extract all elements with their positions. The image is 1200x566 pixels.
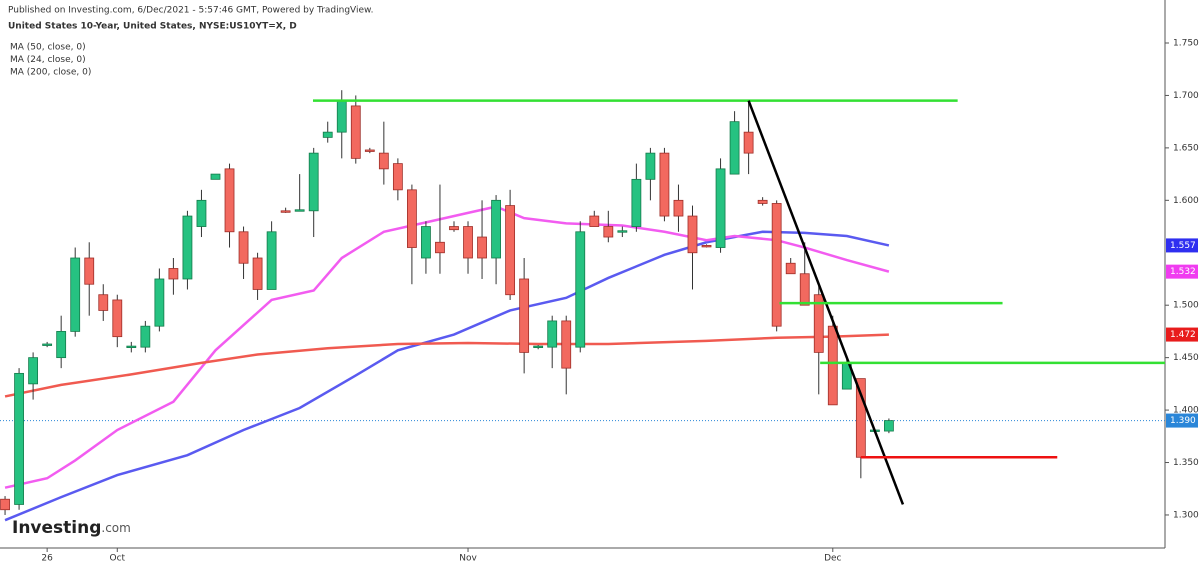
candle-body [785,262,796,275]
candle-body [771,203,782,327]
candle-body [617,230,628,233]
y-tick-label: 1.600 [1173,196,1199,206]
candle-body [196,199,207,227]
candle-body [84,257,95,285]
candle-body [603,226,614,238]
price-label-bg [1166,264,1198,279]
ma-line [4,230,890,522]
published-note: Published on Investing.com, 6/Dec/2021 -… [8,6,373,16]
y-tick-label: 1.750 [1173,39,1199,49]
y-tick-label: 1.350 [1173,458,1199,468]
candle-body [575,231,586,348]
candle-body [98,294,109,311]
candle-body [631,178,642,227]
logo-suffix: .com [101,521,130,535]
y-tick-label: 1.300 [1173,510,1199,520]
candle-body [645,152,656,180]
chart-title: United States 10-Year, United States, NY… [8,22,297,32]
candle-body [0,498,10,511]
candle-body [561,320,572,369]
candle-body [533,345,544,349]
price-label: 1.557 [1170,241,1196,251]
y-tick-label: 1.400 [1173,406,1199,416]
candle-body [154,278,165,327]
price-label: 1.472 [1170,330,1196,340]
x-tick-label: Dec [824,554,841,564]
candle-body [252,257,263,290]
y-tick-label: 1.450 [1173,353,1199,363]
candle-body [435,241,445,254]
candle-body [392,163,403,191]
y-tick-label: 1.700 [1173,91,1199,101]
candle-body [729,121,740,175]
candle-body [407,189,417,248]
candle-body [659,152,670,217]
candle-body [505,205,516,296]
candle-body [701,245,712,248]
candle-body [743,131,754,154]
ma-line [4,205,890,489]
y-tick-label: 1.650 [1173,143,1199,153]
legend-entry: MA (200, close, 0) [10,68,91,78]
candle-body [715,168,726,248]
candle-body [477,236,487,259]
candle-body [813,294,824,353]
candle-body [673,199,684,217]
candle-body [14,372,24,505]
ma-line [4,333,889,398]
plot-area: 1.300 1.350 1.400 1.450 1.500 1.600 1.650 1.700… [0,39,1199,564]
x-tick-label: Oct [110,554,126,564]
candle-body [799,273,810,306]
price-label: 1.532 [1170,267,1196,277]
logo-main: Investing [12,518,101,538]
candle-body [182,215,193,280]
candle-body [168,268,179,280]
candle-body [350,105,361,159]
x-tick-label: 26 [41,554,53,564]
price-label-bg [1166,327,1198,342]
candle-body [855,378,866,458]
candle-body [364,149,375,152]
candle-body [757,199,768,204]
candle-body [70,257,81,332]
candle-body [210,173,221,180]
candle-body [126,345,137,349]
candle-body [280,210,291,213]
candle-body [687,215,698,254]
candle-body [547,320,558,348]
candle-body [224,168,235,233]
legend-entry: MA (24, close, 0) [10,55,86,65]
candle-body [42,343,53,346]
legend-entry: MA (50, close, 0) [10,43,86,53]
candle-body [294,209,305,212]
price-label-bg [1166,413,1198,428]
candle-body [827,325,838,406]
candle-body [266,231,277,290]
candle-body [140,325,151,348]
candle-body [463,226,473,259]
candle-body [491,199,501,259]
candle-body [449,226,459,231]
candle-body [336,100,347,133]
y-tick-label: 1.500 [1173,301,1199,311]
candle-body [378,152,389,170]
candle-body [322,131,333,138]
candle-body [421,226,431,259]
logo: Investing.com [12,518,131,538]
price-label-bg [1166,238,1198,253]
price-label: 1.390 [1170,416,1196,426]
candle-body [28,357,39,385]
candle-body [112,299,123,338]
candle-body [56,331,67,359]
candle-body [519,278,530,353]
x-tick-label: Nov [459,554,477,564]
candle-body [589,215,600,227]
candle-body [884,420,894,432]
candle-body [238,231,249,264]
candle-body [308,152,319,212]
